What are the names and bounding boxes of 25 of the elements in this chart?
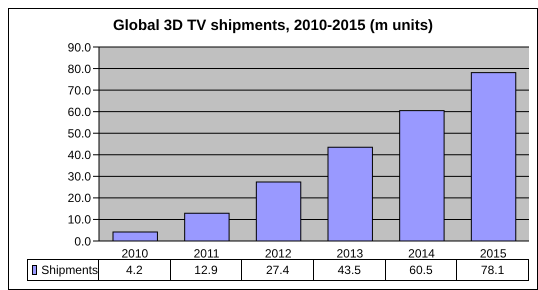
y-tick-label: 80.0 [68, 62, 92, 76]
data-label: 60.5 [386, 260, 458, 280]
y-tick-label: 20.0 [68, 191, 92, 206]
data-label: 12.9 [170, 260, 242, 280]
y-tick-label: 60.0 [68, 104, 92, 119]
y-tick-label: 0.0 [74, 234, 92, 248]
data-label: 43.5 [314, 260, 386, 280]
data-label: 27.4 [242, 260, 314, 280]
bar [112, 231, 158, 241]
data-label: 78.1 [457, 260, 529, 280]
y-tick-label: 10.0 [68, 212, 92, 227]
x-tick-label: 2014 [408, 246, 436, 261]
legend-label: Shipments [41, 263, 98, 277]
x-tick-label: 2013 [336, 246, 364, 261]
x-tick-label: 2012 [264, 246, 292, 261]
chart-title: Global 3D TV shipments, 2010-2015 (m units) [112, 17, 434, 34]
data-label: 4.2 [99, 260, 171, 280]
y-tick-label: 90.0 [68, 40, 92, 54]
y-tick-label: 50.0 [68, 126, 92, 140]
y-tick-label: 70.0 [68, 83, 92, 98]
x-tick-label: 2015 [480, 246, 507, 261]
y-tick-label: 40.0 [68, 148, 92, 162]
x-tick-label: 2011 [194, 246, 220, 261]
y-tick-label: 30.0 [68, 170, 92, 184]
x-tick-label: 2010 [121, 246, 149, 261]
